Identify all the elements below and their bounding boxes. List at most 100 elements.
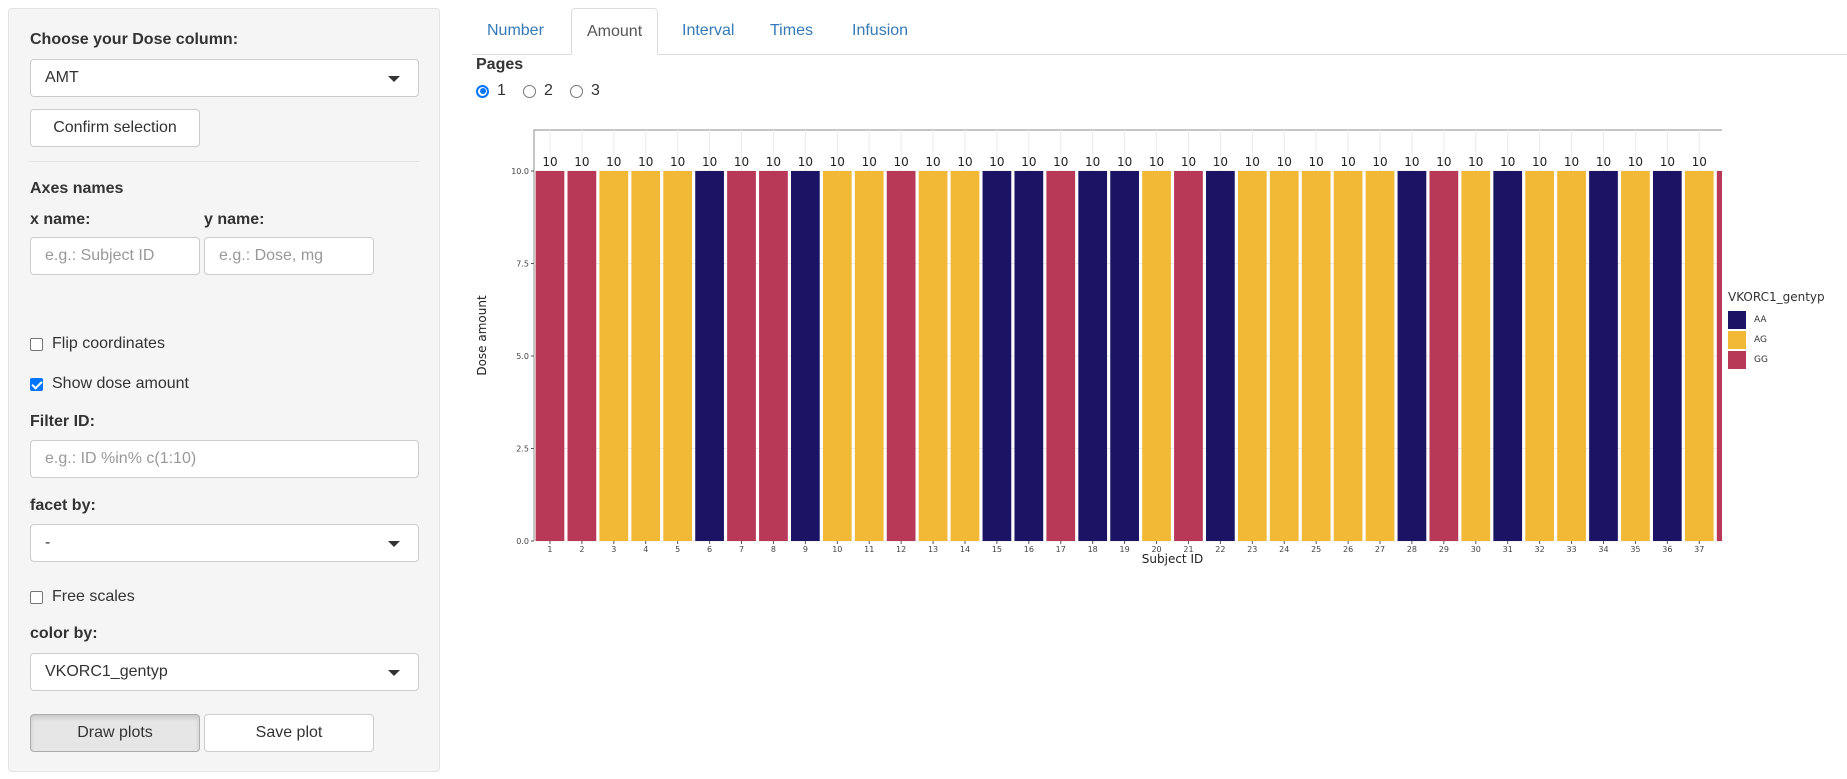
x-tick-label: 28: [1407, 545, 1417, 554]
data-label: 10: [1021, 155, 1036, 169]
x-axis-title: Subject ID: [1142, 552, 1203, 566]
x-tick-label: 20: [1151, 545, 1161, 554]
y-name-input[interactable]: e.g.: Dose, mg: [204, 237, 374, 275]
bar: [1333, 171, 1363, 541]
x-tick-label: 16: [1024, 545, 1034, 554]
y-name-label: y name:: [204, 211, 265, 228]
color-by-select[interactable]: VKORC1_gentyp: [30, 653, 419, 691]
x-name-input[interactable]: e.g.: Subject ID: [30, 237, 200, 275]
draw-plots-button[interactable]: Draw plots: [30, 714, 200, 752]
dose-amount-bar-chart: 10 1 10 2 10 3 10 4 10 5 10 6 10 7 10 8 10 9 10 10 10 11 10 12 1…: [475, 129, 1722, 566]
bar: [1429, 171, 1459, 541]
bar: [1301, 171, 1331, 541]
dose-column-label: Choose your Dose column:: [30, 31, 239, 48]
legend-swatch: [1728, 331, 1746, 349]
bar: [1525, 171, 1555, 541]
tab-interval[interactable]: Interval: [682, 22, 735, 39]
bar: [663, 171, 693, 541]
tab-infusion[interactable]: Infusion: [852, 22, 909, 39]
chart-legend: VKORC1_gentyp AA AG GG: [1728, 290, 1825, 370]
bar: [1014, 171, 1044, 541]
data-label: 10: [1596, 155, 1611, 169]
dose-column-select[interactable]: AMT: [30, 59, 419, 97]
sidebar-panel: Choose your Dose column: AMT Confirm sel…: [8, 8, 440, 772]
dose-column-value: AMT: [45, 69, 79, 86]
flip-coordinates-checkbox[interactable]: Flip coordinates: [30, 335, 165, 353]
bar: [1621, 171, 1650, 541]
bar: [1142, 171, 1171, 541]
bar: [950, 171, 980, 541]
x-tick-label: 8: [771, 545, 776, 554]
bar: [631, 171, 661, 541]
checkbox-icon: [30, 590, 43, 604]
data-label: 10: [734, 155, 749, 169]
x-tick-label: 37: [1694, 545, 1704, 554]
color-by-value: VKORC1_gentyp: [45, 663, 168, 680]
bar: [1174, 171, 1203, 541]
bar: [1652, 171, 1682, 541]
y-tick-label: 5.0: [516, 352, 529, 361]
data-label: 10: [830, 155, 845, 169]
bar: [982, 171, 1012, 541]
x-name-label: x name:: [30, 211, 91, 228]
x-tick-label: 31: [1503, 545, 1513, 554]
bar: [1589, 171, 1618, 541]
save-plot-button[interactable]: Save plot: [204, 714, 374, 752]
legend-swatch: [1728, 351, 1746, 369]
page-radio-1[interactable]: 1: [476, 82, 506, 100]
x-tick-label: 24: [1279, 545, 1289, 554]
axes-names-heading: Axes names: [30, 180, 124, 197]
page-radio-2[interactable]: 2: [523, 82, 553, 100]
data-label: 10: [1628, 155, 1643, 169]
bar: [1557, 171, 1586, 541]
checkbox-icon: [30, 337, 43, 351]
data-label: 10: [957, 155, 972, 169]
tab-amount[interactable]: Amount: [571, 8, 659, 55]
bar: [1493, 171, 1523, 541]
data-label: 10: [1213, 155, 1228, 169]
x-tick-label: 7: [739, 545, 744, 554]
filter-id-input[interactable]: e.g.: ID %in% c(1:10): [30, 440, 419, 478]
bar: [790, 171, 820, 541]
data-label: 10: [1372, 155, 1387, 169]
data-label: 10: [1468, 155, 1483, 169]
radio-selected-icon: [476, 84, 489, 98]
tab-number[interactable]: Number: [487, 22, 544, 39]
x-tick-label: 21: [1183, 545, 1193, 554]
x-tick-label: 33: [1566, 545, 1576, 554]
x-tick-label: 10: [832, 545, 842, 554]
data-label: 10: [1309, 155, 1324, 169]
tab-bar: Number Amount Interval Times Infusion: [472, 8, 1847, 55]
data-label: 10: [702, 155, 717, 169]
x-tick-label: 5: [675, 545, 680, 554]
x-tick-label: 14: [960, 545, 970, 554]
bar: [535, 171, 565, 541]
free-scales-checkbox[interactable]: Free scales: [30, 588, 135, 606]
data-label: 10: [638, 155, 653, 169]
flip-coordinates-label: Flip coordinates: [52, 335, 165, 352]
caret-down-icon: [388, 670, 400, 676]
divider: [30, 161, 419, 162]
checked-checkbox-icon: [30, 377, 43, 391]
tab-times[interactable]: Times: [770, 22, 813, 39]
bar: [1237, 171, 1267, 541]
x-tick-label: 11: [864, 545, 874, 554]
radio-icon: [570, 84, 583, 98]
show-dose-amount-checkbox[interactable]: Show dose amount: [30, 375, 189, 393]
page-radio-3[interactable]: 3: [570, 82, 600, 100]
color-by-label: color by:: [30, 625, 98, 642]
bar: [1078, 171, 1108, 541]
data-label: 10: [862, 155, 877, 169]
facet-by-select[interactable]: -: [30, 524, 419, 562]
page-option-label: 2: [544, 82, 553, 99]
data-label: 10: [1149, 155, 1164, 169]
data-label: 10: [1564, 155, 1579, 169]
x-tick-label: 6: [707, 545, 712, 554]
data-label: 10: [798, 155, 813, 169]
data-label: 10: [1660, 155, 1675, 169]
bar: [1206, 171, 1235, 541]
data-label: 10: [1085, 155, 1100, 169]
confirm-selection-button[interactable]: Confirm selection: [30, 109, 200, 147]
x-tick-label: 13: [928, 545, 938, 554]
data-label: 10: [1181, 155, 1196, 169]
